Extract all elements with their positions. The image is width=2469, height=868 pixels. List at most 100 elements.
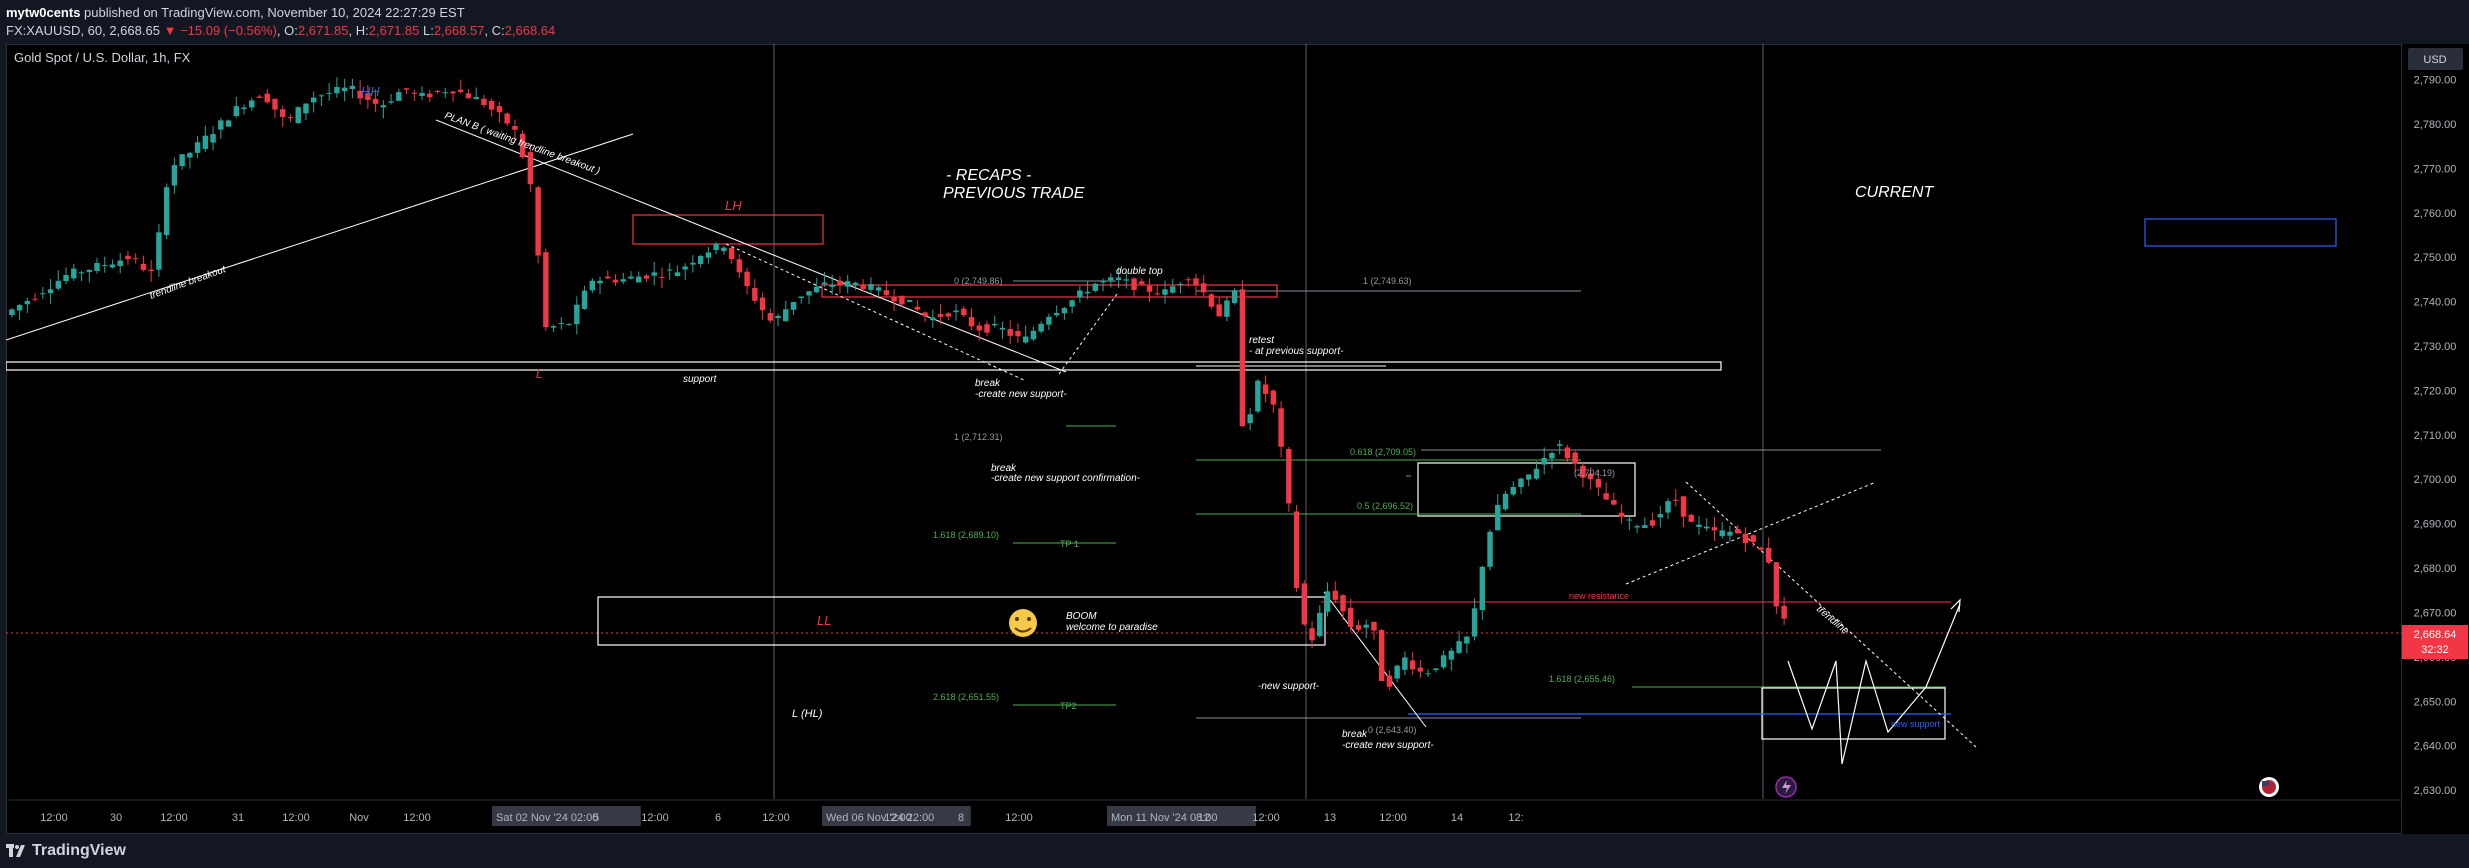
candle-body[interactable]: [194, 142, 201, 153]
candle-body[interactable]: [620, 279, 626, 282]
candle-body[interactable]: [1727, 531, 1733, 536]
candle-body[interactable]: [1216, 304, 1222, 317]
trendline-dotted[interactable]: [725, 243, 1027, 382]
candle-body[interactable]: [659, 276, 665, 278]
candle-body[interactable]: [16, 304, 23, 311]
candle-body[interactable]: [1440, 655, 1447, 668]
candle-body[interactable]: [1541, 457, 1547, 465]
candle-body[interactable]: [1053, 312, 1060, 316]
candle-body[interactable]: [24, 300, 31, 305]
candle-body[interactable]: [1239, 289, 1246, 427]
author-name[interactable]: mytw0cents: [6, 5, 81, 20]
candle-body[interactable]: [1123, 279, 1130, 281]
candle-body[interactable]: [1069, 300, 1075, 307]
candle-body[interactable]: [612, 279, 619, 283]
candle-body[interactable]: [1162, 289, 1168, 295]
candle-body[interactable]: [109, 264, 116, 268]
candle-body[interactable]: [1208, 294, 1215, 307]
candle-body[interactable]: [1765, 547, 1772, 563]
candle-body[interactable]: [605, 276, 611, 279]
candle-body[interactable]: [666, 269, 673, 271]
currency-button[interactable]: [2408, 48, 2463, 70]
candle-body[interactable]: [883, 290, 890, 296]
candle-body[interactable]: [643, 275, 650, 279]
candle-body[interactable]: [1572, 452, 1578, 464]
candle-body[interactable]: [636, 276, 642, 283]
candle-body[interactable]: [1425, 673, 1431, 675]
candle-body[interactable]: [953, 310, 959, 313]
candle-body[interactable]: [473, 97, 479, 100]
candle-body[interactable]: [488, 100, 495, 110]
candle-body[interactable]: [713, 243, 719, 251]
candle-body[interactable]: [1355, 625, 1362, 630]
retest-box[interactable]: [1417, 462, 1636, 517]
chart-area[interactable]: Gold Spot / U.S. Dollar, 1h, FX HH LH LL…: [6, 44, 2402, 834]
candle-body[interactable]: [1231, 290, 1238, 304]
candle-body[interactable]: [1015, 331, 1021, 337]
candle-body[interactable]: [132, 258, 139, 260]
candle-body[interactable]: [1580, 465, 1586, 478]
candle-body[interactable]: [256, 96, 263, 98]
candle-body[interactable]: [1456, 641, 1462, 653]
candle-body[interactable]: [798, 296, 804, 299]
candle-body[interactable]: [728, 247, 735, 260]
candle-body[interactable]: [736, 259, 743, 273]
candle-body[interactable]: [1734, 529, 1741, 534]
candle-body[interactable]: [1193, 278, 1199, 286]
candle-body[interactable]: [1649, 520, 1656, 526]
candle-body[interactable]: [705, 252, 712, 258]
candle-body[interactable]: [78, 272, 85, 274]
candle-body[interactable]: [1533, 468, 1540, 479]
candle-body[interactable]: [759, 297, 766, 311]
candle-body[interactable]: [187, 152, 193, 158]
candle-body[interactable]: [249, 100, 255, 108]
candle-body[interactable]: [1340, 595, 1346, 612]
candle-body[interactable]: [1371, 621, 1377, 631]
candle-body[interactable]: [1378, 630, 1385, 681]
candle-body[interactable]: [999, 327, 1006, 330]
candle-body[interactable]: [1750, 535, 1756, 543]
candle-body[interactable]: [1479, 566, 1486, 611]
candle-body[interactable]: [1704, 526, 1710, 529]
candle-body[interactable]: [891, 297, 897, 302]
candle-body[interactable]: [1487, 531, 1493, 567]
candle-body[interactable]: [1348, 607, 1354, 628]
candle-body[interactable]: [1595, 479, 1602, 488]
candle-body[interactable]: [388, 101, 394, 103]
candle-body[interactable]: [1386, 675, 1393, 687]
candle-body[interactable]: [1061, 308, 1068, 314]
candle-body[interactable]: [783, 309, 789, 322]
candle-body[interactable]: [47, 289, 54, 294]
candle-body[interactable]: [1247, 414, 1253, 424]
ll-box[interactable]: [597, 596, 1326, 646]
candle-body[interactable]: [280, 109, 286, 117]
trendline-plan-b[interactable]: [435, 119, 1067, 373]
candle-body[interactable]: [419, 93, 425, 96]
blue-zone-box[interactable]: [2144, 218, 2337, 247]
candle-body[interactable]: [1255, 380, 1261, 412]
candle-body[interactable]: [1642, 525, 1648, 528]
candle-body[interactable]: [860, 284, 866, 290]
candle-body[interactable]: [1448, 650, 1455, 660]
candle-body[interactable]: [1611, 500, 1617, 505]
candle-body[interactable]: [458, 89, 464, 93]
candle-body[interactable]: [1471, 608, 1478, 637]
candle-body[interactable]: [574, 304, 580, 325]
candle-body[interactable]: [218, 120, 224, 130]
candle-body[interactable]: [1781, 605, 1787, 619]
candle-body[interactable]: [442, 92, 448, 94]
candle-body[interactable]: [1115, 277, 1122, 280]
candle-body[interactable]: [365, 93, 371, 100]
candle-body[interactable]: [465, 93, 472, 99]
candle-body[interactable]: [1665, 501, 1671, 513]
candle-body[interactable]: [930, 317, 936, 321]
candle-body[interactable]: [411, 92, 418, 94]
candle-body[interactable]: [1742, 533, 1749, 544]
candle-body[interactable]: [1518, 478, 1524, 488]
candle-body[interactable]: [403, 88, 410, 90]
candle-body[interactable]: [1278, 408, 1284, 447]
candle-body[interactable]: [1301, 583, 1308, 625]
candle-body[interactable]: [450, 91, 456, 94]
candle-body[interactable]: [945, 313, 952, 317]
tradingview-logo[interactable]: TradingView: [6, 842, 126, 860]
